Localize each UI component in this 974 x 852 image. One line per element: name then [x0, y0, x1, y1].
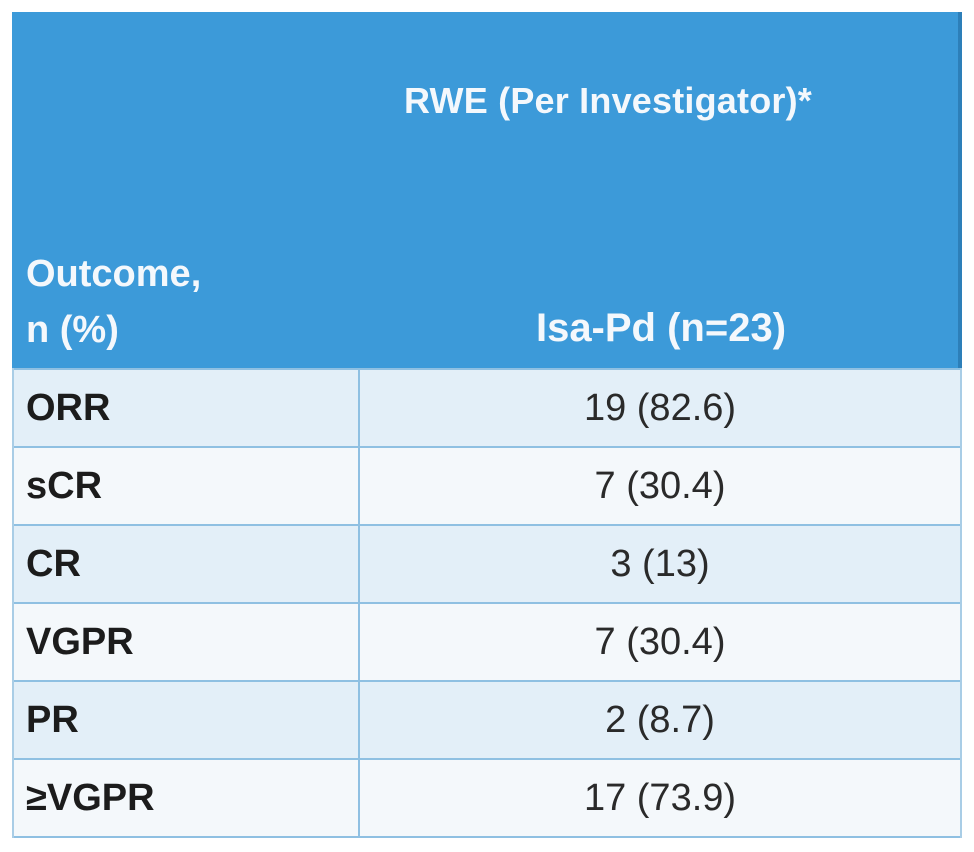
row-label: ORR: [14, 370, 360, 446]
table-row: VGPR 7 (30.4): [14, 604, 960, 682]
table-body: ORR 19 (82.6) sCR 7 (30.4) CR 3 (13) VGP…: [12, 368, 962, 838]
row-header-line: Outcome,: [26, 253, 202, 295]
table-row: ORR 19 (82.6): [14, 368, 960, 448]
row-value: 17 (73.9): [583, 776, 737, 819]
table-row: ≥VGPR 17 (73.9): [14, 760, 960, 838]
row-label: VGPR: [14, 604, 360, 680]
row-label: PR: [14, 682, 360, 758]
row-label: ≥VGPR: [14, 760, 360, 836]
table-row: CR 3 (13): [14, 526, 960, 604]
row-label: sCR: [14, 448, 360, 524]
table-header: RWE (Per Investigator)* Outcome, n (%) I…: [12, 12, 962, 368]
row-label: CR: [14, 526, 360, 602]
row-value: 19 (82.6): [583, 386, 737, 429]
table-row: PR 2 (8.7): [14, 682, 960, 760]
row-value: 7 (30.4): [594, 620, 726, 663]
table-row: sCR 7 (30.4): [14, 448, 960, 526]
row-value: 7 (30.4): [594, 464, 726, 507]
row-value: 2 (8.7): [605, 698, 715, 741]
outcomes-table: RWE (Per Investigator)* Outcome, n (%) I…: [12, 12, 962, 842]
row-header-line: n (%): [26, 309, 119, 351]
row-value: 3 (13): [610, 542, 710, 585]
row-header: Outcome, n (%): [26, 246, 201, 358]
group-header: RWE (Per Investigator)*: [404, 80, 813, 121]
column-header: Isa-Pd (n=23): [535, 306, 787, 350]
